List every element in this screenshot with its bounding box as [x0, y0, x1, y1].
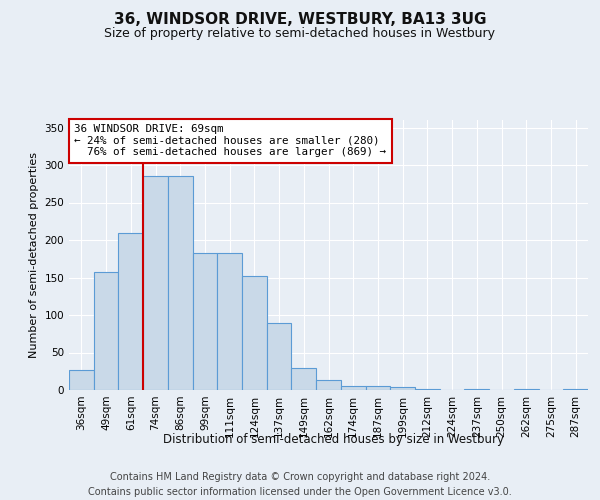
Text: Distribution of semi-detached houses by size in Westbury: Distribution of semi-detached houses by … [163, 432, 503, 446]
Bar [168, 176, 193, 390]
Bar [118, 232, 143, 390]
Bar [365, 386, 390, 390]
Bar [341, 386, 365, 390]
Bar [242, 276, 267, 390]
Y-axis label: Number of semi-detached properties: Number of semi-detached properties [29, 152, 39, 358]
Text: 36, WINDSOR DRIVE, WESTBURY, BA13 3UG: 36, WINDSOR DRIVE, WESTBURY, BA13 3UG [114, 12, 486, 28]
Bar [292, 368, 316, 390]
Bar [514, 388, 539, 390]
Bar [316, 380, 341, 390]
Bar [464, 388, 489, 390]
Bar [390, 387, 415, 390]
Bar [69, 370, 94, 390]
Text: Size of property relative to semi-detached houses in Westbury: Size of property relative to semi-detach… [104, 28, 496, 40]
Bar [143, 176, 168, 390]
Bar [415, 388, 440, 390]
Bar [94, 272, 118, 390]
Bar [217, 253, 242, 390]
Text: Contains HM Land Registry data © Crown copyright and database right 2024.
Contai: Contains HM Land Registry data © Crown c… [88, 472, 512, 498]
Bar [563, 389, 588, 390]
Bar [193, 253, 217, 390]
Bar [267, 322, 292, 390]
Text: 36 WINDSOR DRIVE: 69sqm
← 24% of semi-detached houses are smaller (280)
  76% of: 36 WINDSOR DRIVE: 69sqm ← 24% of semi-de… [74, 124, 386, 157]
